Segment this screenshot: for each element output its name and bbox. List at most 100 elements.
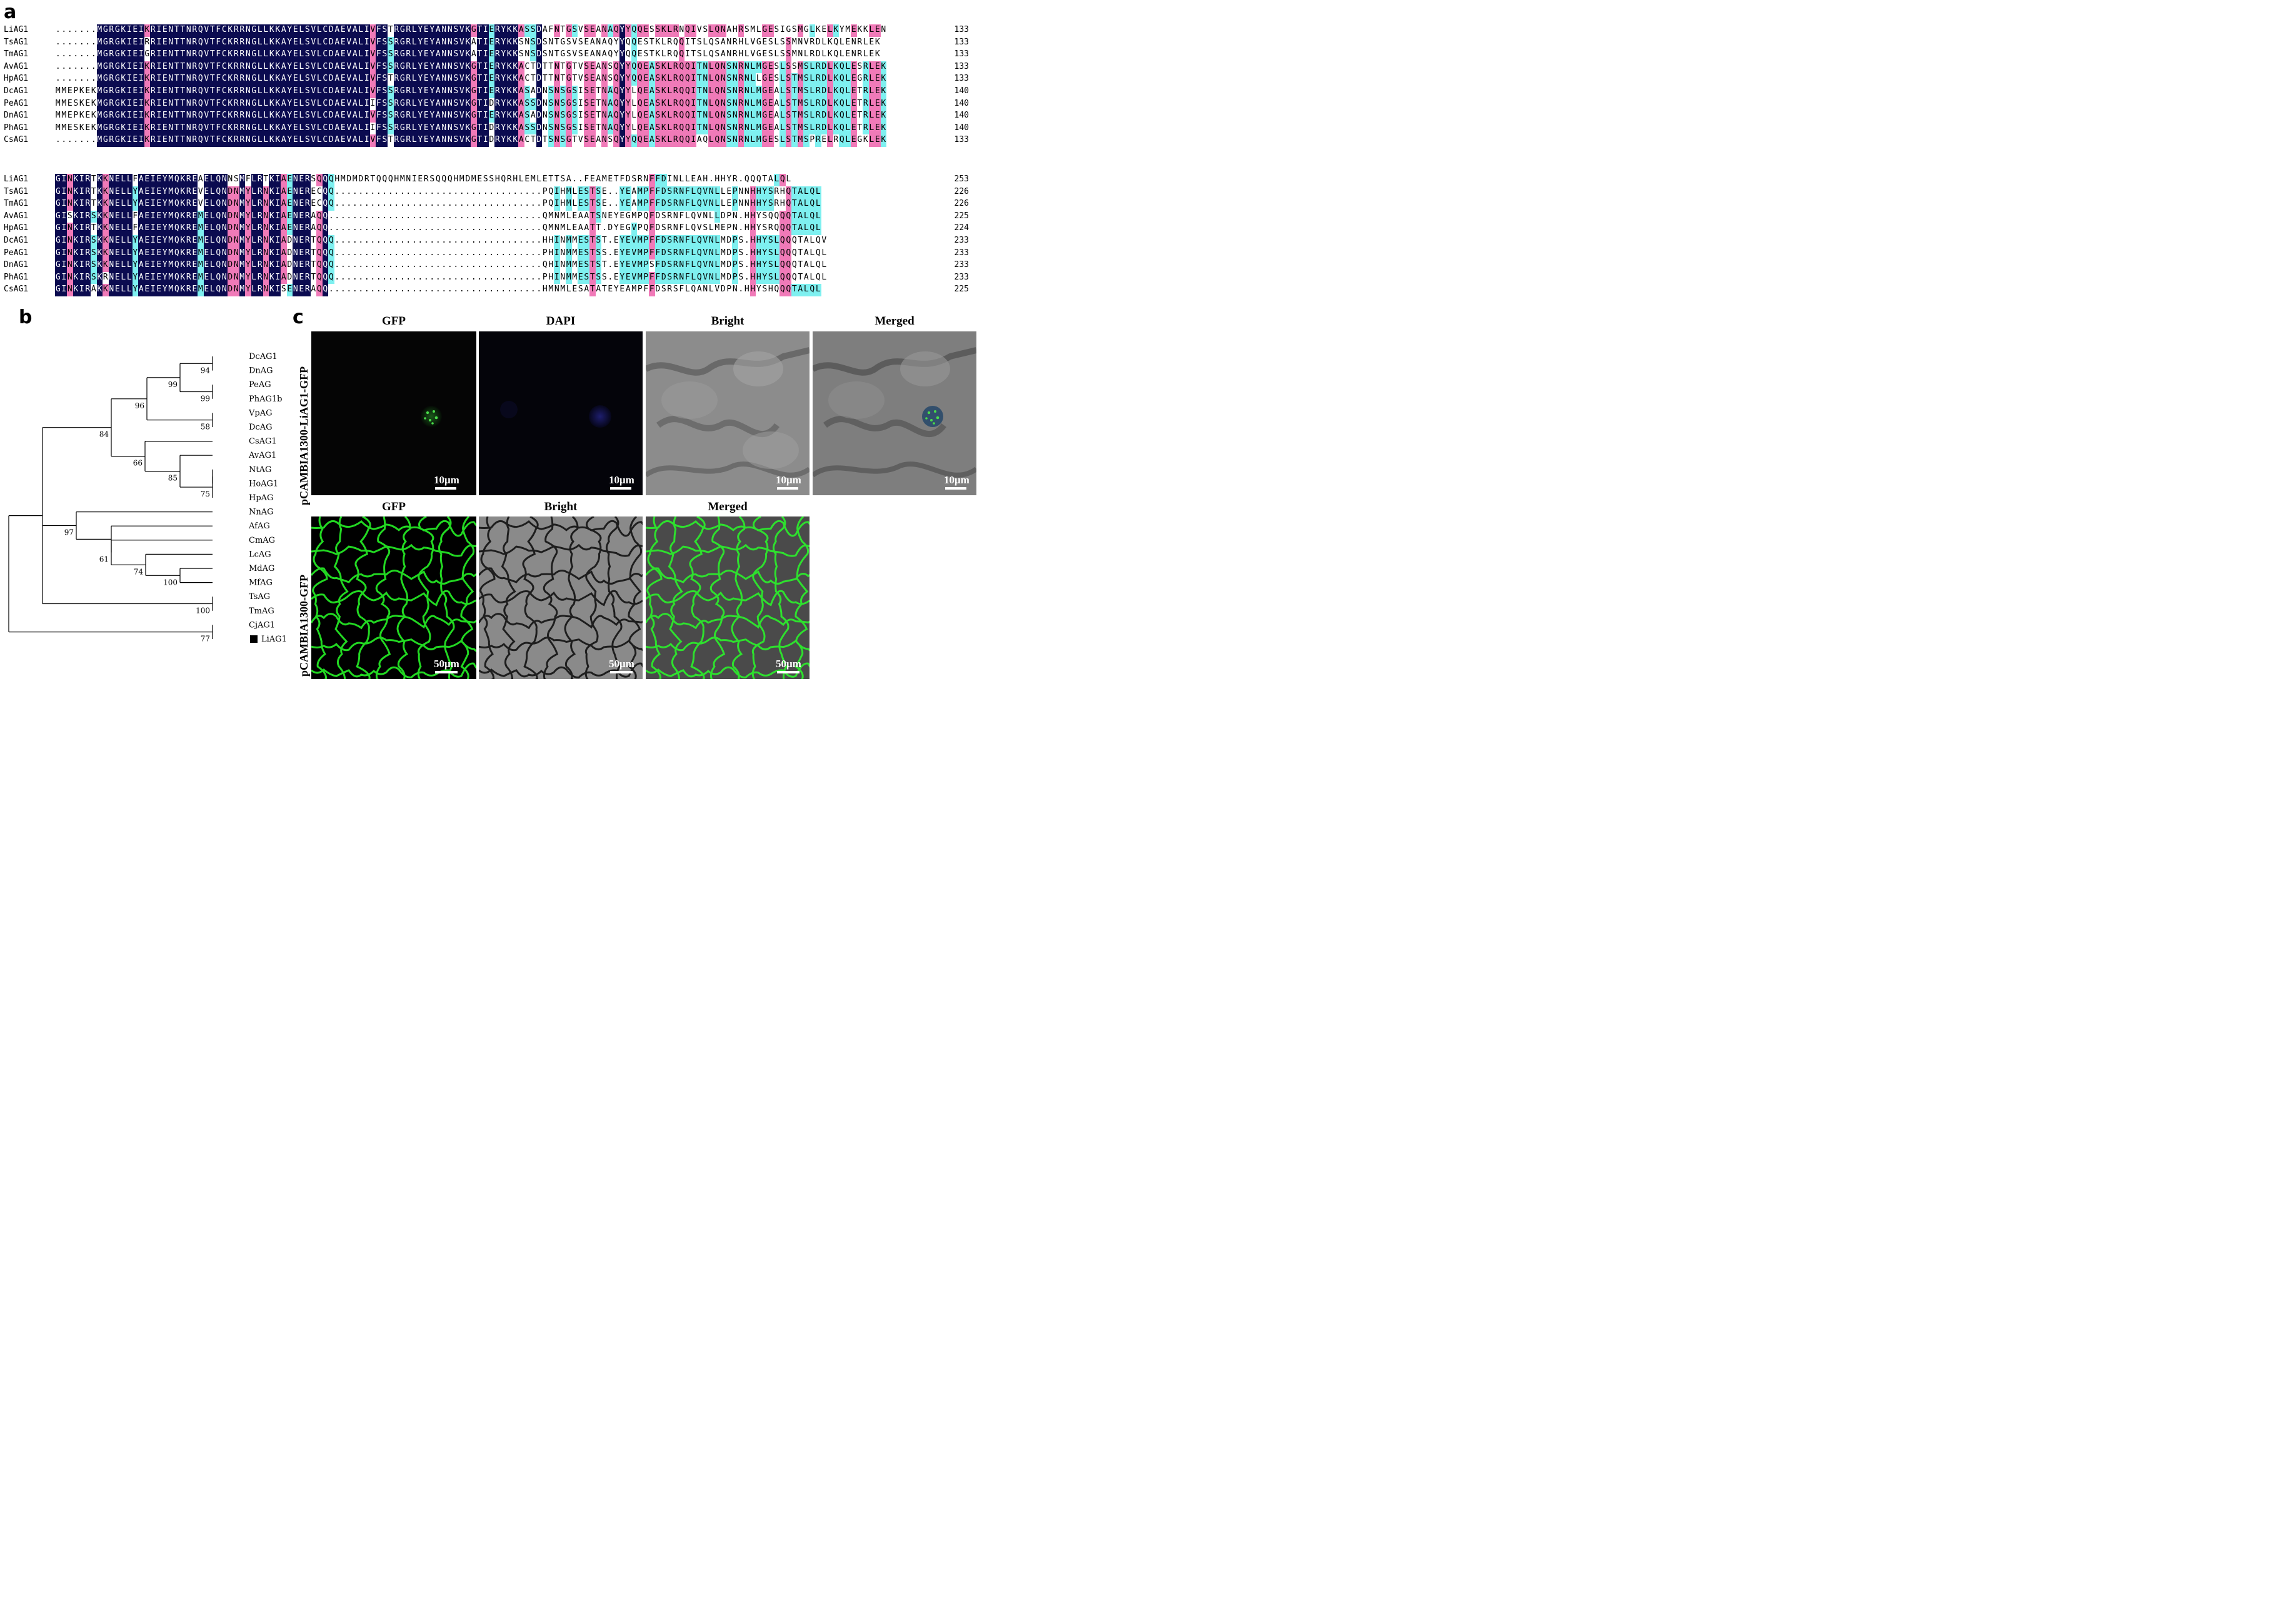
- alignment-shade: [179, 210, 186, 223]
- alignment-shade: [114, 271, 121, 285]
- alignment-shade: [120, 122, 126, 135]
- alignment-shade: [708, 259, 714, 272]
- alignment-seq-length: 140: [954, 123, 969, 133]
- alignment-shade: [571, 24, 578, 37]
- alignment-shade: [198, 134, 204, 147]
- alignment-shade: [322, 210, 328, 223]
- alignment-shade: [73, 284, 79, 296]
- alignment-shade: [186, 223, 192, 235]
- alignment-shade: [518, 61, 524, 74]
- alignment-shade: [471, 24, 477, 37]
- alignment-shade: [103, 247, 109, 260]
- tree-leaf-label: CsAG1: [249, 437, 277, 446]
- alignment-shade: [269, 36, 275, 49]
- alignment-shade: [554, 98, 560, 111]
- alignment-shade: [162, 49, 168, 61]
- alignment-shade: [625, 186, 631, 199]
- alignment-shade: [281, 110, 287, 123]
- alignment-shade: [637, 61, 643, 74]
- alignment-shade: [654, 98, 661, 111]
- alignment-shade: [286, 210, 293, 223]
- alignment-shade: [79, 271, 85, 285]
- alignment-shade: [494, 122, 501, 135]
- alignment-shade: [631, 24, 637, 37]
- alignment-shade: [690, 247, 696, 260]
- alignment-shade: [138, 122, 144, 135]
- alignment-shade: [274, 223, 281, 235]
- alignment-shade: [601, 24, 608, 37]
- alignment-shade: [316, 110, 323, 123]
- alignment-shade: [245, 110, 251, 123]
- alignment-shade: [559, 122, 566, 135]
- alignment-shade: [263, 98, 269, 111]
- alignment-shade: [851, 86, 857, 98]
- alignment-shade: [108, 186, 114, 199]
- alignment-shade: [566, 271, 572, 285]
- alignment-shade: [55, 271, 61, 285]
- alignment-shade: [702, 186, 708, 199]
- alignment-shade: [114, 134, 121, 147]
- alignment-shade: [554, 73, 560, 86]
- alignment-shade: [132, 284, 138, 296]
- alignment-shade: [156, 110, 162, 123]
- alignment-shade: [174, 186, 180, 199]
- alignment-shade: [221, 223, 228, 235]
- alignment-shade: [108, 235, 114, 248]
- alignment-shade: [583, 186, 589, 199]
- alignment-shade: [773, 247, 780, 260]
- alignment-shade: [174, 259, 180, 272]
- alignment-shade: [126, 198, 133, 211]
- alignment-seq-name: CsAG1: [4, 285, 29, 295]
- alignment-shade: [239, 36, 245, 49]
- alignment-shade: [459, 98, 465, 111]
- alignment-shade: [666, 271, 673, 285]
- alignment-shade: [738, 73, 744, 86]
- alignment-shade: [191, 210, 198, 223]
- alignment-shade: [768, 259, 774, 272]
- alignment-shade: [257, 174, 263, 186]
- alignment-shade: [388, 110, 394, 123]
- alignment-shade: [114, 235, 121, 248]
- alignment-shade: [281, 210, 287, 223]
- row-label-liag1-gfp: pCAMBIA1300-LiAG1-GFP: [298, 366, 310, 505]
- alignment-shade: [191, 98, 198, 111]
- alignment-shade: [708, 186, 714, 199]
- alignment-shade: [84, 271, 91, 285]
- alignment-shade: [797, 210, 803, 223]
- alignment-shade: [738, 24, 744, 37]
- alignment-shade: [780, 259, 786, 272]
- alignment-shade: [316, 122, 323, 135]
- alignment-shade: [138, 24, 144, 37]
- alignment-shade: [678, 259, 684, 272]
- alignment-shade: [744, 61, 750, 74]
- alignment-shade: [364, 24, 370, 37]
- alignment-shade: [649, 247, 655, 260]
- alignment-shade: [643, 271, 649, 285]
- alignment-shade: [346, 86, 352, 98]
- alignment-shade: [304, 134, 311, 147]
- alignment-shade: [643, 110, 649, 123]
- alignment-shade: [654, 61, 661, 74]
- alignment-shade: [696, 61, 703, 74]
- alignment-shade: [364, 49, 370, 61]
- alignment-shade: [643, 247, 649, 260]
- alignment-shade: [209, 98, 216, 111]
- alignment-shade: [500, 73, 506, 86]
- alignment-shade: [150, 110, 156, 123]
- alignment-shade: [269, 210, 275, 223]
- alignment-shade: [441, 49, 447, 61]
- alignment-shade: [768, 86, 774, 98]
- alignment-shade: [191, 122, 198, 135]
- alignment-shade: [399, 134, 406, 147]
- alignment-shade: [328, 86, 334, 98]
- alignment-shade: [340, 122, 346, 135]
- alignment-shade: [435, 49, 441, 61]
- alignment-shade: [263, 235, 269, 248]
- alignment-shade: [352, 24, 358, 37]
- alignment-shade: [156, 186, 162, 199]
- alignment-shade: [257, 134, 263, 147]
- alignment-shade: [583, 110, 589, 123]
- alignment-shade: [132, 186, 138, 199]
